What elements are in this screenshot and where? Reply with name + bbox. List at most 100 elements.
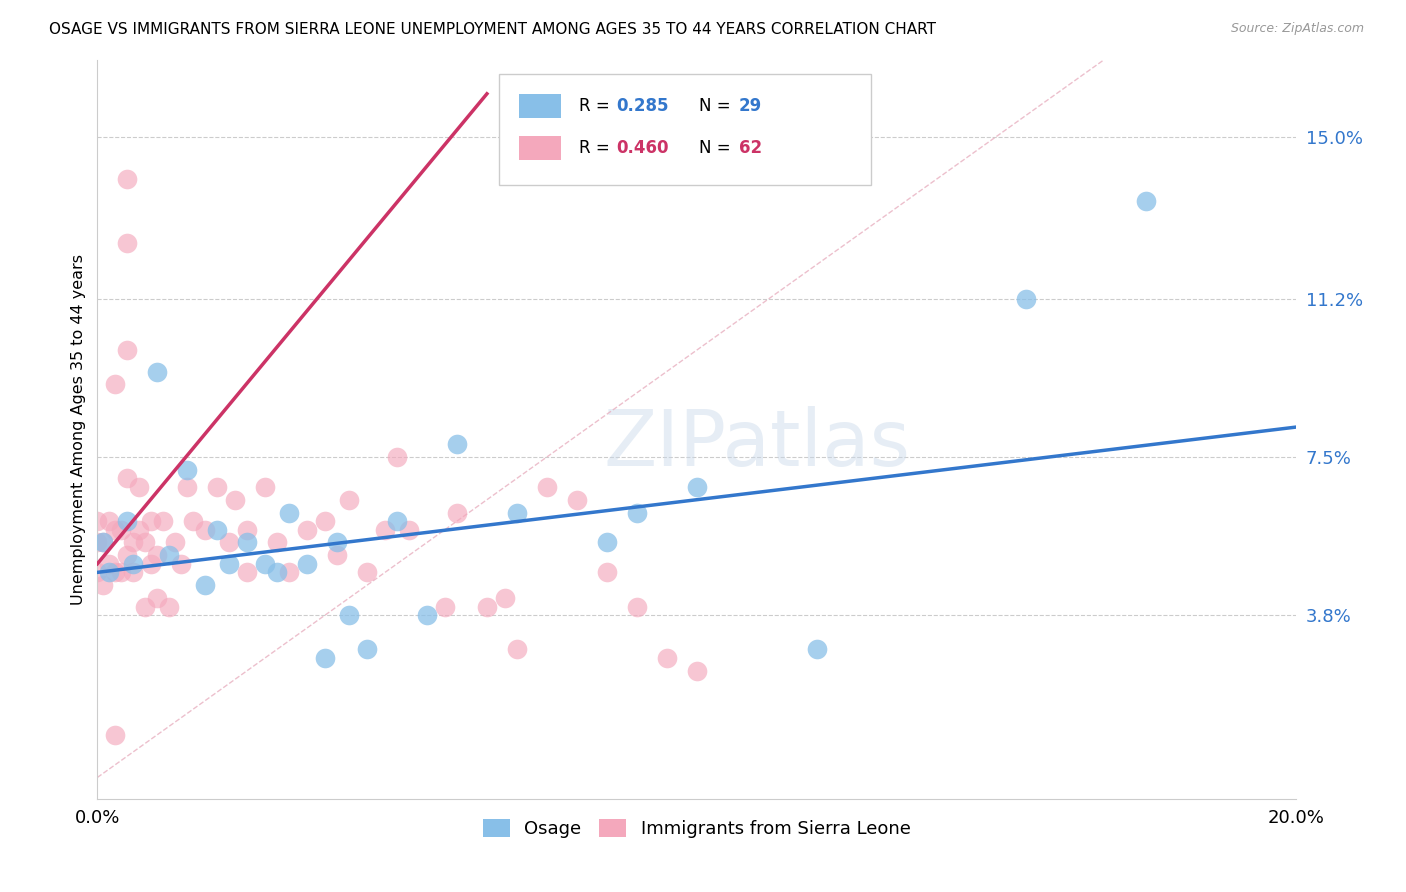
Point [117, 514, 139, 528]
Point [117, 343, 139, 358]
Point [626, 599, 648, 614]
Point [236, 566, 259, 580]
Point [356, 642, 378, 657]
Point [104, 728, 127, 742]
Point [146, 365, 169, 379]
Point [134, 535, 156, 549]
Point [134, 599, 156, 614]
Point [93, 535, 115, 549]
Point [506, 506, 529, 520]
Point [117, 471, 139, 485]
Point [626, 506, 648, 520]
Point [686, 664, 709, 678]
Point [236, 535, 259, 549]
Point [117, 236, 139, 251]
Text: Source: ZipAtlas.com: Source: ZipAtlas.com [1230, 22, 1364, 36]
Point [266, 535, 288, 549]
Point [104, 566, 127, 580]
Point [176, 480, 198, 494]
Point [224, 492, 246, 507]
Point [337, 608, 360, 623]
Point [295, 523, 318, 537]
Legend: Osage, Immigrants from Sierra Leone: Osage, Immigrants from Sierra Leone [475, 812, 918, 846]
Point [337, 492, 360, 507]
Point [110, 523, 132, 537]
Y-axis label: Unemployment Among Ages 35 to 44 years: Unemployment Among Ages 35 to 44 years [72, 253, 86, 605]
Point [146, 549, 169, 563]
Point [170, 557, 193, 571]
Point [254, 480, 277, 494]
Point [110, 566, 132, 580]
Point [1015, 292, 1038, 306]
Point [655, 650, 678, 665]
Point [93, 578, 115, 592]
Point [194, 578, 217, 592]
Point [356, 566, 378, 580]
Point [93, 535, 115, 549]
Text: OSAGE VS IMMIGRANTS FROM SIERRA LEONE UNEMPLOYMENT AMONG AGES 35 TO 44 YEARS COR: OSAGE VS IMMIGRANTS FROM SIERRA LEONE UN… [49, 22, 936, 37]
Text: N =: N = [699, 97, 735, 115]
Point [98, 514, 121, 528]
Point [266, 566, 288, 580]
Point [596, 535, 619, 549]
Point [194, 523, 217, 537]
Text: N =: N = [699, 139, 735, 157]
Point [117, 172, 139, 186]
Point [205, 480, 228, 494]
Point [122, 566, 145, 580]
Point [157, 599, 180, 614]
Point [141, 514, 163, 528]
Point [181, 514, 204, 528]
Point [236, 523, 259, 537]
Point [278, 506, 301, 520]
Text: 62: 62 [738, 139, 762, 157]
Point [506, 642, 529, 657]
Point [806, 642, 828, 657]
Point [104, 523, 127, 537]
Point [205, 523, 228, 537]
Point [416, 608, 439, 623]
Point [128, 523, 150, 537]
Point [176, 463, 198, 477]
Text: ZIPatlas: ZIPatlas [603, 406, 910, 482]
Point [218, 535, 240, 549]
Point [122, 557, 145, 571]
Point [278, 566, 301, 580]
Text: 29: 29 [738, 97, 762, 115]
Point [446, 506, 468, 520]
Point [446, 437, 468, 451]
Point [128, 480, 150, 494]
Point [165, 535, 187, 549]
Point [475, 599, 498, 614]
Text: R =: R = [579, 139, 616, 157]
Point [86, 514, 108, 528]
Point [98, 557, 121, 571]
Bar [519, 95, 561, 118]
Point [385, 450, 408, 464]
Text: 0.285: 0.285 [616, 97, 669, 115]
Point [398, 523, 420, 537]
Point [596, 566, 619, 580]
Point [326, 535, 349, 549]
Point [494, 591, 516, 605]
Point [1135, 194, 1157, 208]
Point [314, 514, 336, 528]
Point [565, 492, 588, 507]
Point [295, 557, 318, 571]
Text: 0.460: 0.460 [616, 139, 669, 157]
Point [254, 557, 277, 571]
Point [157, 549, 180, 563]
Point [117, 549, 139, 563]
Bar [519, 136, 561, 161]
Point [536, 480, 558, 494]
Point [152, 514, 174, 528]
Point [686, 480, 709, 494]
Point [122, 535, 145, 549]
Point [146, 591, 169, 605]
Point [86, 535, 108, 549]
Point [141, 557, 163, 571]
Point [314, 650, 336, 665]
Point [104, 377, 127, 392]
FancyBboxPatch shape [499, 74, 870, 186]
Point [98, 566, 121, 580]
